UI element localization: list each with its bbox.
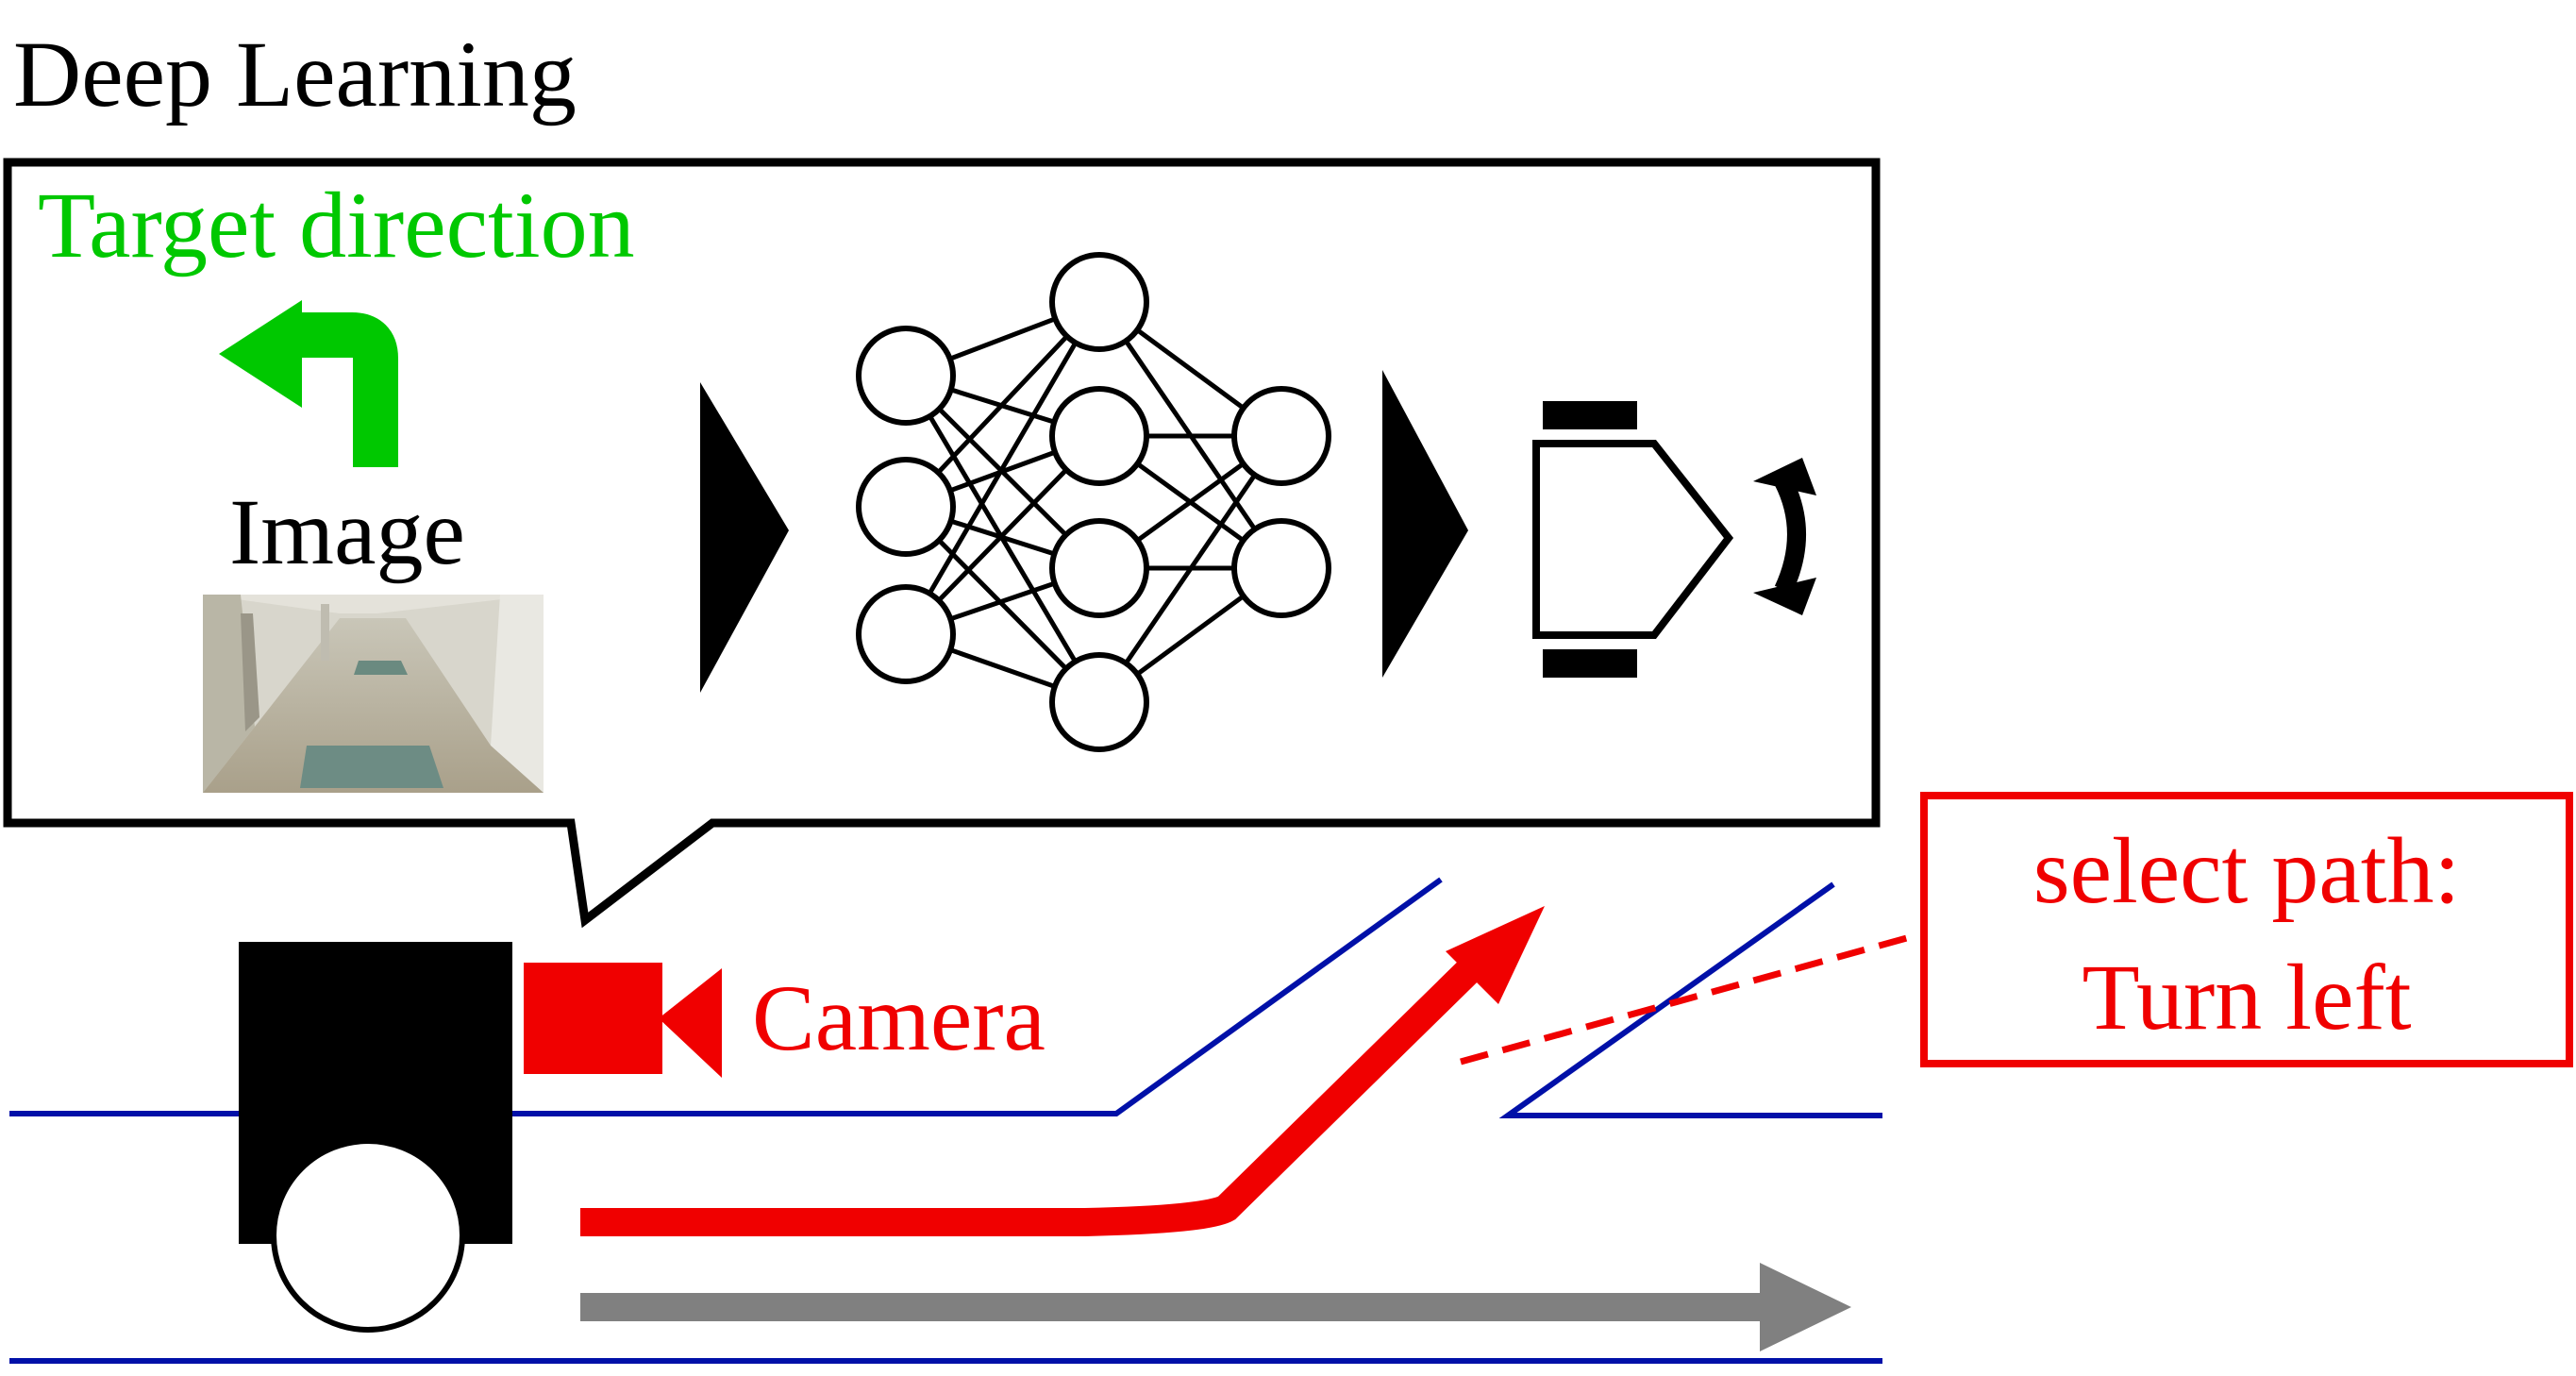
target-direction-label: Target direction — [38, 173, 635, 277]
selected-path-arrow — [580, 906, 1545, 1236]
play-arrow-icon-1 — [700, 382, 789, 693]
image-label: Image — [229, 479, 465, 584]
play-arrow-icon-2 — [1382, 370, 1468, 678]
network-node — [1231, 386, 1331, 486]
network-node — [1049, 652, 1149, 752]
robot-icon — [239, 942, 512, 1333]
network-node — [856, 457, 956, 557]
rotate-arrows-icon — [1753, 458, 1816, 615]
camera-icon — [524, 963, 722, 1078]
camera-label: Camera — [752, 965, 1045, 1070]
network-node — [1049, 252, 1149, 352]
select-path-box — [1920, 792, 2573, 1067]
corridor-image — [203, 595, 544, 793]
network-edge — [903, 300, 1102, 636]
straight-path-arrow — [580, 1263, 1851, 1351]
network-node — [856, 584, 956, 684]
network-node — [856, 326, 956, 426]
turn-left-label: Turn left — [2082, 945, 2411, 1049]
network-node — [1049, 386, 1149, 486]
network-node — [1231, 518, 1331, 618]
robot-top-view-icon — [1532, 401, 1734, 678]
network-edge — [1096, 434, 1284, 704]
neural-network-icon — [856, 252, 1331, 752]
select-path-label: select path: — [2033, 818, 2461, 923]
leader-dashed-line — [1460, 931, 1921, 1066]
diagram-title: Deep Learning — [13, 22, 577, 126]
network-node — [1049, 518, 1149, 618]
turn-left-arrow-icon — [219, 300, 398, 467]
